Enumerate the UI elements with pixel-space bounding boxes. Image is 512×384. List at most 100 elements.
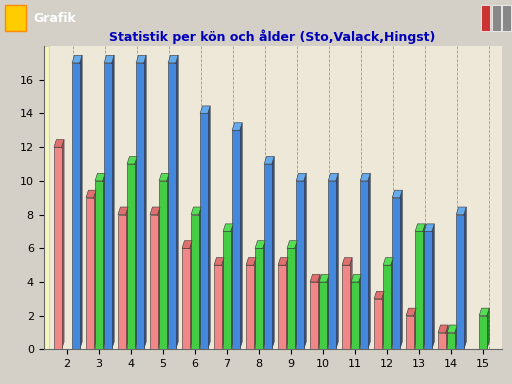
- Polygon shape: [310, 275, 320, 282]
- Polygon shape: [168, 63, 176, 349]
- Polygon shape: [94, 190, 96, 349]
- Polygon shape: [72, 63, 80, 349]
- Polygon shape: [214, 258, 224, 265]
- Polygon shape: [199, 207, 201, 349]
- Polygon shape: [296, 173, 306, 181]
- Polygon shape: [136, 63, 144, 349]
- Polygon shape: [159, 181, 167, 349]
- Polygon shape: [246, 258, 256, 265]
- Polygon shape: [406, 316, 414, 349]
- Polygon shape: [136, 55, 146, 63]
- Polygon shape: [310, 282, 318, 349]
- Polygon shape: [158, 207, 160, 349]
- Polygon shape: [118, 207, 128, 215]
- Bar: [502, 5, 511, 31]
- Polygon shape: [487, 308, 489, 349]
- Polygon shape: [253, 258, 256, 349]
- Polygon shape: [447, 333, 455, 349]
- Polygon shape: [374, 291, 384, 299]
- Polygon shape: [255, 241, 265, 248]
- Polygon shape: [80, 55, 82, 349]
- Polygon shape: [255, 248, 263, 349]
- Polygon shape: [182, 241, 192, 248]
- Polygon shape: [240, 123, 242, 349]
- Polygon shape: [44, 46, 50, 349]
- Polygon shape: [182, 248, 189, 349]
- Polygon shape: [327, 275, 329, 349]
- Polygon shape: [135, 156, 137, 349]
- Polygon shape: [104, 55, 114, 63]
- Polygon shape: [318, 275, 320, 349]
- Polygon shape: [479, 316, 487, 349]
- Polygon shape: [189, 241, 192, 349]
- Polygon shape: [232, 123, 242, 130]
- Polygon shape: [104, 63, 112, 349]
- Polygon shape: [278, 265, 286, 349]
- Polygon shape: [54, 140, 64, 147]
- Polygon shape: [382, 291, 384, 349]
- Polygon shape: [272, 156, 274, 349]
- Polygon shape: [438, 333, 446, 349]
- Polygon shape: [150, 207, 160, 215]
- Polygon shape: [144, 55, 146, 349]
- Polygon shape: [423, 224, 425, 349]
- Polygon shape: [456, 215, 464, 349]
- Polygon shape: [125, 207, 128, 349]
- Polygon shape: [359, 275, 361, 349]
- Polygon shape: [391, 258, 393, 349]
- Polygon shape: [446, 325, 448, 349]
- Polygon shape: [246, 265, 253, 349]
- Polygon shape: [159, 173, 169, 181]
- Polygon shape: [168, 55, 178, 63]
- Polygon shape: [286, 258, 288, 349]
- Polygon shape: [200, 106, 210, 114]
- Polygon shape: [200, 114, 208, 349]
- Polygon shape: [328, 173, 338, 181]
- Polygon shape: [415, 232, 423, 349]
- Polygon shape: [304, 173, 306, 349]
- Polygon shape: [118, 215, 125, 349]
- Polygon shape: [392, 198, 400, 349]
- Bar: [481, 5, 490, 31]
- Polygon shape: [328, 181, 336, 349]
- Polygon shape: [214, 265, 222, 349]
- Polygon shape: [414, 308, 416, 349]
- Polygon shape: [447, 325, 457, 333]
- Polygon shape: [360, 173, 370, 181]
- Polygon shape: [112, 55, 114, 349]
- Polygon shape: [103, 173, 105, 349]
- Polygon shape: [319, 282, 327, 349]
- Polygon shape: [464, 207, 466, 349]
- Polygon shape: [150, 215, 158, 349]
- Polygon shape: [72, 55, 82, 63]
- Polygon shape: [350, 258, 352, 349]
- Polygon shape: [296, 181, 304, 349]
- Polygon shape: [455, 325, 457, 349]
- Polygon shape: [319, 275, 329, 282]
- Polygon shape: [342, 258, 352, 265]
- Polygon shape: [264, 164, 272, 349]
- Polygon shape: [264, 156, 274, 164]
- Polygon shape: [86, 190, 96, 198]
- Polygon shape: [432, 224, 434, 349]
- Polygon shape: [95, 173, 105, 181]
- Polygon shape: [383, 265, 391, 349]
- Polygon shape: [368, 173, 370, 349]
- Polygon shape: [392, 190, 402, 198]
- Polygon shape: [263, 241, 265, 349]
- Polygon shape: [374, 299, 382, 349]
- Polygon shape: [176, 55, 178, 349]
- Bar: [5, 5, 26, 31]
- Polygon shape: [223, 224, 233, 232]
- Polygon shape: [287, 241, 297, 248]
- Text: Grafik: Grafik: [33, 12, 76, 25]
- Polygon shape: [127, 164, 135, 349]
- Polygon shape: [222, 258, 224, 349]
- Polygon shape: [208, 106, 210, 349]
- Polygon shape: [342, 265, 350, 349]
- Polygon shape: [287, 248, 295, 349]
- Polygon shape: [383, 258, 393, 265]
- Polygon shape: [278, 258, 288, 265]
- Polygon shape: [167, 173, 169, 349]
- Polygon shape: [400, 190, 402, 349]
